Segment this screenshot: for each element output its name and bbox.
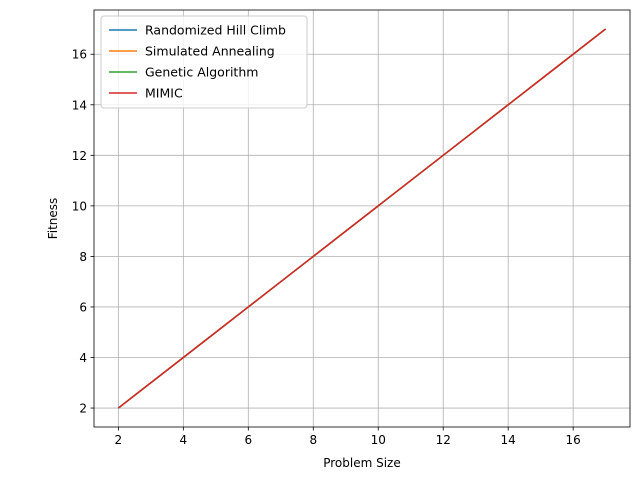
- x-tick-label: 2: [115, 433, 123, 447]
- x-axis-title: Problem Size: [323, 456, 401, 470]
- y-tick-label: 2: [79, 402, 87, 416]
- legend-label: Simulated Annealing: [145, 44, 275, 59]
- x-tick-label: 12: [436, 433, 451, 447]
- y-tick-label: 12: [72, 149, 87, 163]
- y-tick-label: 10: [72, 199, 87, 213]
- x-tick-label: 16: [566, 433, 581, 447]
- legend-box: [100, 15, 308, 109]
- x-tick-label: 4: [180, 433, 188, 447]
- legend-label: MIMIC: [145, 86, 183, 101]
- series-lines: [117, 28, 607, 409]
- y-tick-label: 6: [79, 300, 87, 314]
- legend: Randomized Hill Climb Simulated Annealing…: [100, 15, 308, 109]
- series-line: [117, 28, 607, 409]
- y-tick-label: 16: [72, 48, 87, 62]
- plot-frame: [93, 9, 631, 428]
- x-tick-label: 10: [371, 433, 386, 447]
- y-axis-ticks: 2 4 6 8 10 12 14 16: [72, 48, 94, 416]
- x-axis-ticks: 2 4 6 8 10 12 14 16: [115, 427, 581, 447]
- x-tick-label: 14: [501, 433, 516, 447]
- legend-label: Genetic Algorithm: [145, 65, 258, 80]
- y-axis-title: Fitness: [46, 198, 60, 240]
- x-tick-label: 6: [244, 433, 252, 447]
- x-tick-label: 8: [309, 433, 317, 447]
- y-tick-label: 4: [79, 351, 87, 365]
- legend-label: Randomized Hill Climb: [145, 23, 286, 38]
- y-tick-label: 14: [72, 98, 87, 112]
- y-tick-label: 8: [79, 250, 87, 264]
